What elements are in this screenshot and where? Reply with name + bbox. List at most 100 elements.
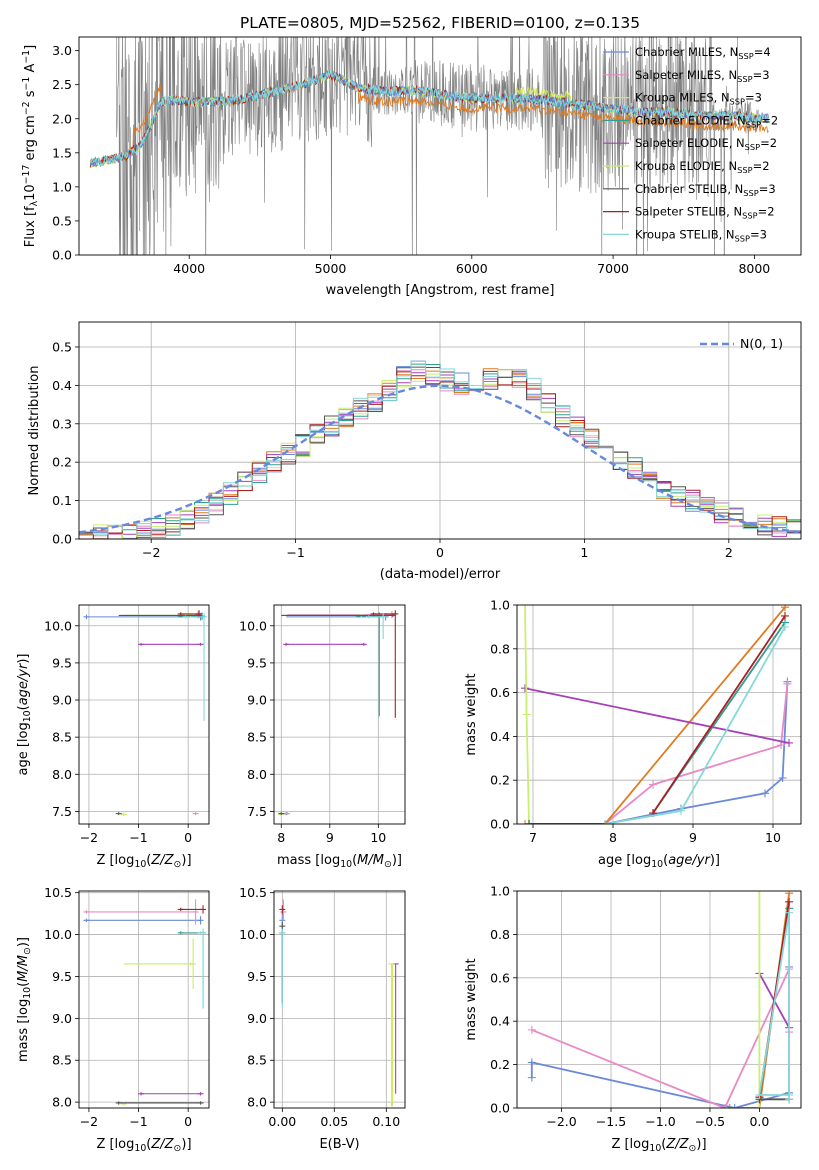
weight-marker-kroupa_elodie	[755, 1104, 764, 1108]
label-part: (	[146, 1137, 151, 1152]
label-part: )]	[392, 853, 402, 868]
label-part: (	[352, 853, 357, 868]
label-part: Salpeter ELODIE, N	[635, 136, 745, 150]
y-axis-label: Flux [fλ10−17 erg cm−2 s−1 A−1]	[21, 45, 40, 247]
plot-area	[89, 37, 769, 255]
legend: N(0, 1)	[700, 336, 783, 351]
x-tick-label: −2.0	[546, 1114, 576, 1129]
label-part: ⊙	[174, 1143, 182, 1154]
label-part: =2	[758, 205, 775, 219]
weight-marker-orange	[781, 605, 789, 612]
x-axis-label: mass [log10(M/M⊙)]	[277, 853, 402, 870]
x-tick-label: 0.10	[372, 1114, 400, 1129]
y-tick-label: 9.5	[247, 655, 267, 670]
x-tick-label: −1.0	[645, 1114, 675, 1129]
y-tick-label: 8.0	[52, 1095, 72, 1110]
label-part: ⊙	[174, 859, 182, 870]
weight-marker-salpeter_miles	[720, 1104, 729, 1108]
x-tick-label: 9	[326, 830, 334, 845]
x-tick-label: 8	[609, 830, 617, 845]
weight-marker-kroupa_stelib	[677, 806, 685, 815]
x-tick-label: 1	[580, 545, 588, 560]
label-part: 10	[134, 859, 146, 870]
x-axis-label: age [log10(age/yr)]	[598, 853, 720, 870]
label-part: M/M	[16, 955, 31, 982]
axes-weight_vs_age: 7 8 9 10 0.0 0.2 0.4 0.6 0.8 1.0	[490, 598, 802, 845]
weight-line-orange	[525, 606, 786, 824]
y-tick-label: 9.0	[52, 1011, 72, 1026]
weight-marker-chabrier_miles	[527, 1073, 536, 1082]
x-tick-label: −1	[129, 830, 147, 845]
y-tick-label: 0.4	[52, 378, 72, 393]
plot-background	[274, 891, 405, 1108]
label-part: =3	[753, 68, 770, 82]
weight-marker-kroupa_stelib	[781, 622, 789, 631]
x-tick-label: 6000	[456, 261, 488, 276]
axes-mass_vs_ebv: 0.00 0.05 0.10 8.0 8.5 9.0 9.5 10.0 10.5	[239, 885, 406, 1129]
axes-spectrum: 4000 5000 6000 7000 8000 0.0 0.5 1.0 1.5 2.0 2.5 3.…	[52, 36, 802, 276]
label-part: (	[16, 982, 31, 987]
legend-entry-kroupa_stelib: Kroupa STELIB, NSSP=3	[635, 227, 767, 243]
y-tick-label: 1.0	[490, 598, 510, 613]
weight-marker-kroupa_elodie	[755, 891, 764, 895]
weight-marker-kroupa_stelib	[785, 908, 794, 917]
plot-area	[279, 899, 399, 1107]
y-tick-label: 0.2	[490, 1057, 510, 1072]
weight-marker-chabrier_miles	[778, 774, 787, 783]
weight-marker-chabrier_stelib	[525, 820, 533, 824]
label-part: A	[23, 64, 38, 77]
label-part: age [log	[598, 853, 651, 868]
axes-frame	[78, 890, 210, 1109]
weight-marker-salpeter_miles	[649, 780, 657, 789]
label-part: Flux [f	[23, 206, 38, 247]
plot-background	[79, 891, 209, 1108]
y-tick-label: 0.0	[52, 532, 72, 547]
x-tick-label: −0.5	[695, 1114, 725, 1129]
x-tick-label: 2	[725, 545, 733, 560]
y-tick-label: 0.0	[490, 817, 510, 832]
plot-background	[517, 891, 801, 1108]
weight-marker-salpeter_stelib	[781, 611, 789, 620]
y-tick-label: 0.4	[490, 1014, 510, 1029]
label-part: E(B-V)	[319, 1137, 359, 1152]
weight-line-salpeter_elodie	[524, 687, 790, 744]
x-axis-label: wavelength [Angstrom, rest frame]	[326, 283, 555, 298]
label-part: Z/Z	[665, 1137, 689, 1152]
y-tick-label: 0.2	[490, 773, 510, 788]
y-tick-label: 7.5	[247, 804, 267, 819]
label-part: Z [log	[611, 1137, 649, 1152]
axes-mass_vs_Z: −2 −1 0 8.0 8.5 9.0 9.5 10.0 10.5	[44, 885, 210, 1129]
axes-weight_vs_Z: −2.0 −1.5 −1.0 −0.5 0.0 0.0 0.2 0.4 0.6 0.8 1.0	[490, 884, 802, 1129]
x-tick-label: 0	[184, 1114, 192, 1129]
label-part: M/M	[357, 853, 384, 868]
chart-title: PLATE=0805, MJD=52562, FIBERID=0100, z=0…	[240, 14, 640, 32]
plot-background	[79, 605, 209, 824]
y-tick-label: 8.5	[247, 1053, 267, 1068]
y-tick-label: 9.0	[247, 1011, 267, 1026]
weight-marker-kroupa_elodie	[522, 710, 531, 719]
x-tick-label: 0.00	[268, 1114, 296, 1129]
legend-entry-kroupa_elodie: Kroupa ELODIE, NSSP=2	[635, 159, 770, 175]
y-axis-label: mass [log10(M/M⊙)]	[16, 937, 33, 1062]
y-tick-label: 0.3	[52, 416, 72, 431]
plot-background	[517, 605, 801, 824]
plot-area	[79, 360, 801, 539]
weight-marker-salpeter_elodie	[521, 684, 529, 693]
legend-entry-salpeter_stelib: Salpeter STELIB, NSSP=2	[635, 205, 775, 221]
label-part: Salpeter MILES, N	[635, 68, 737, 82]
y-tick-label: 0.2	[52, 455, 72, 470]
label-part: 10	[340, 859, 352, 870]
y-tick-label: 0.6	[490, 685, 510, 700]
label-part: SSP	[742, 211, 757, 221]
label-part: mass [log	[277, 853, 340, 868]
y-tick-label: 8.5	[247, 730, 267, 745]
y-tick-label: 0.0	[52, 248, 72, 263]
weight-marker-kroupa_stelib	[601, 820, 609, 824]
y-tick-label: 9.5	[52, 655, 72, 670]
y-tick-label: 0.4	[490, 729, 510, 744]
y-tick-label: 10.0	[239, 927, 267, 942]
x-tick-label: 7000	[597, 261, 629, 276]
x-tick-label: −2	[142, 545, 160, 560]
label-part: age/yr	[16, 662, 31, 705]
label-part: 10	[22, 987, 33, 999]
